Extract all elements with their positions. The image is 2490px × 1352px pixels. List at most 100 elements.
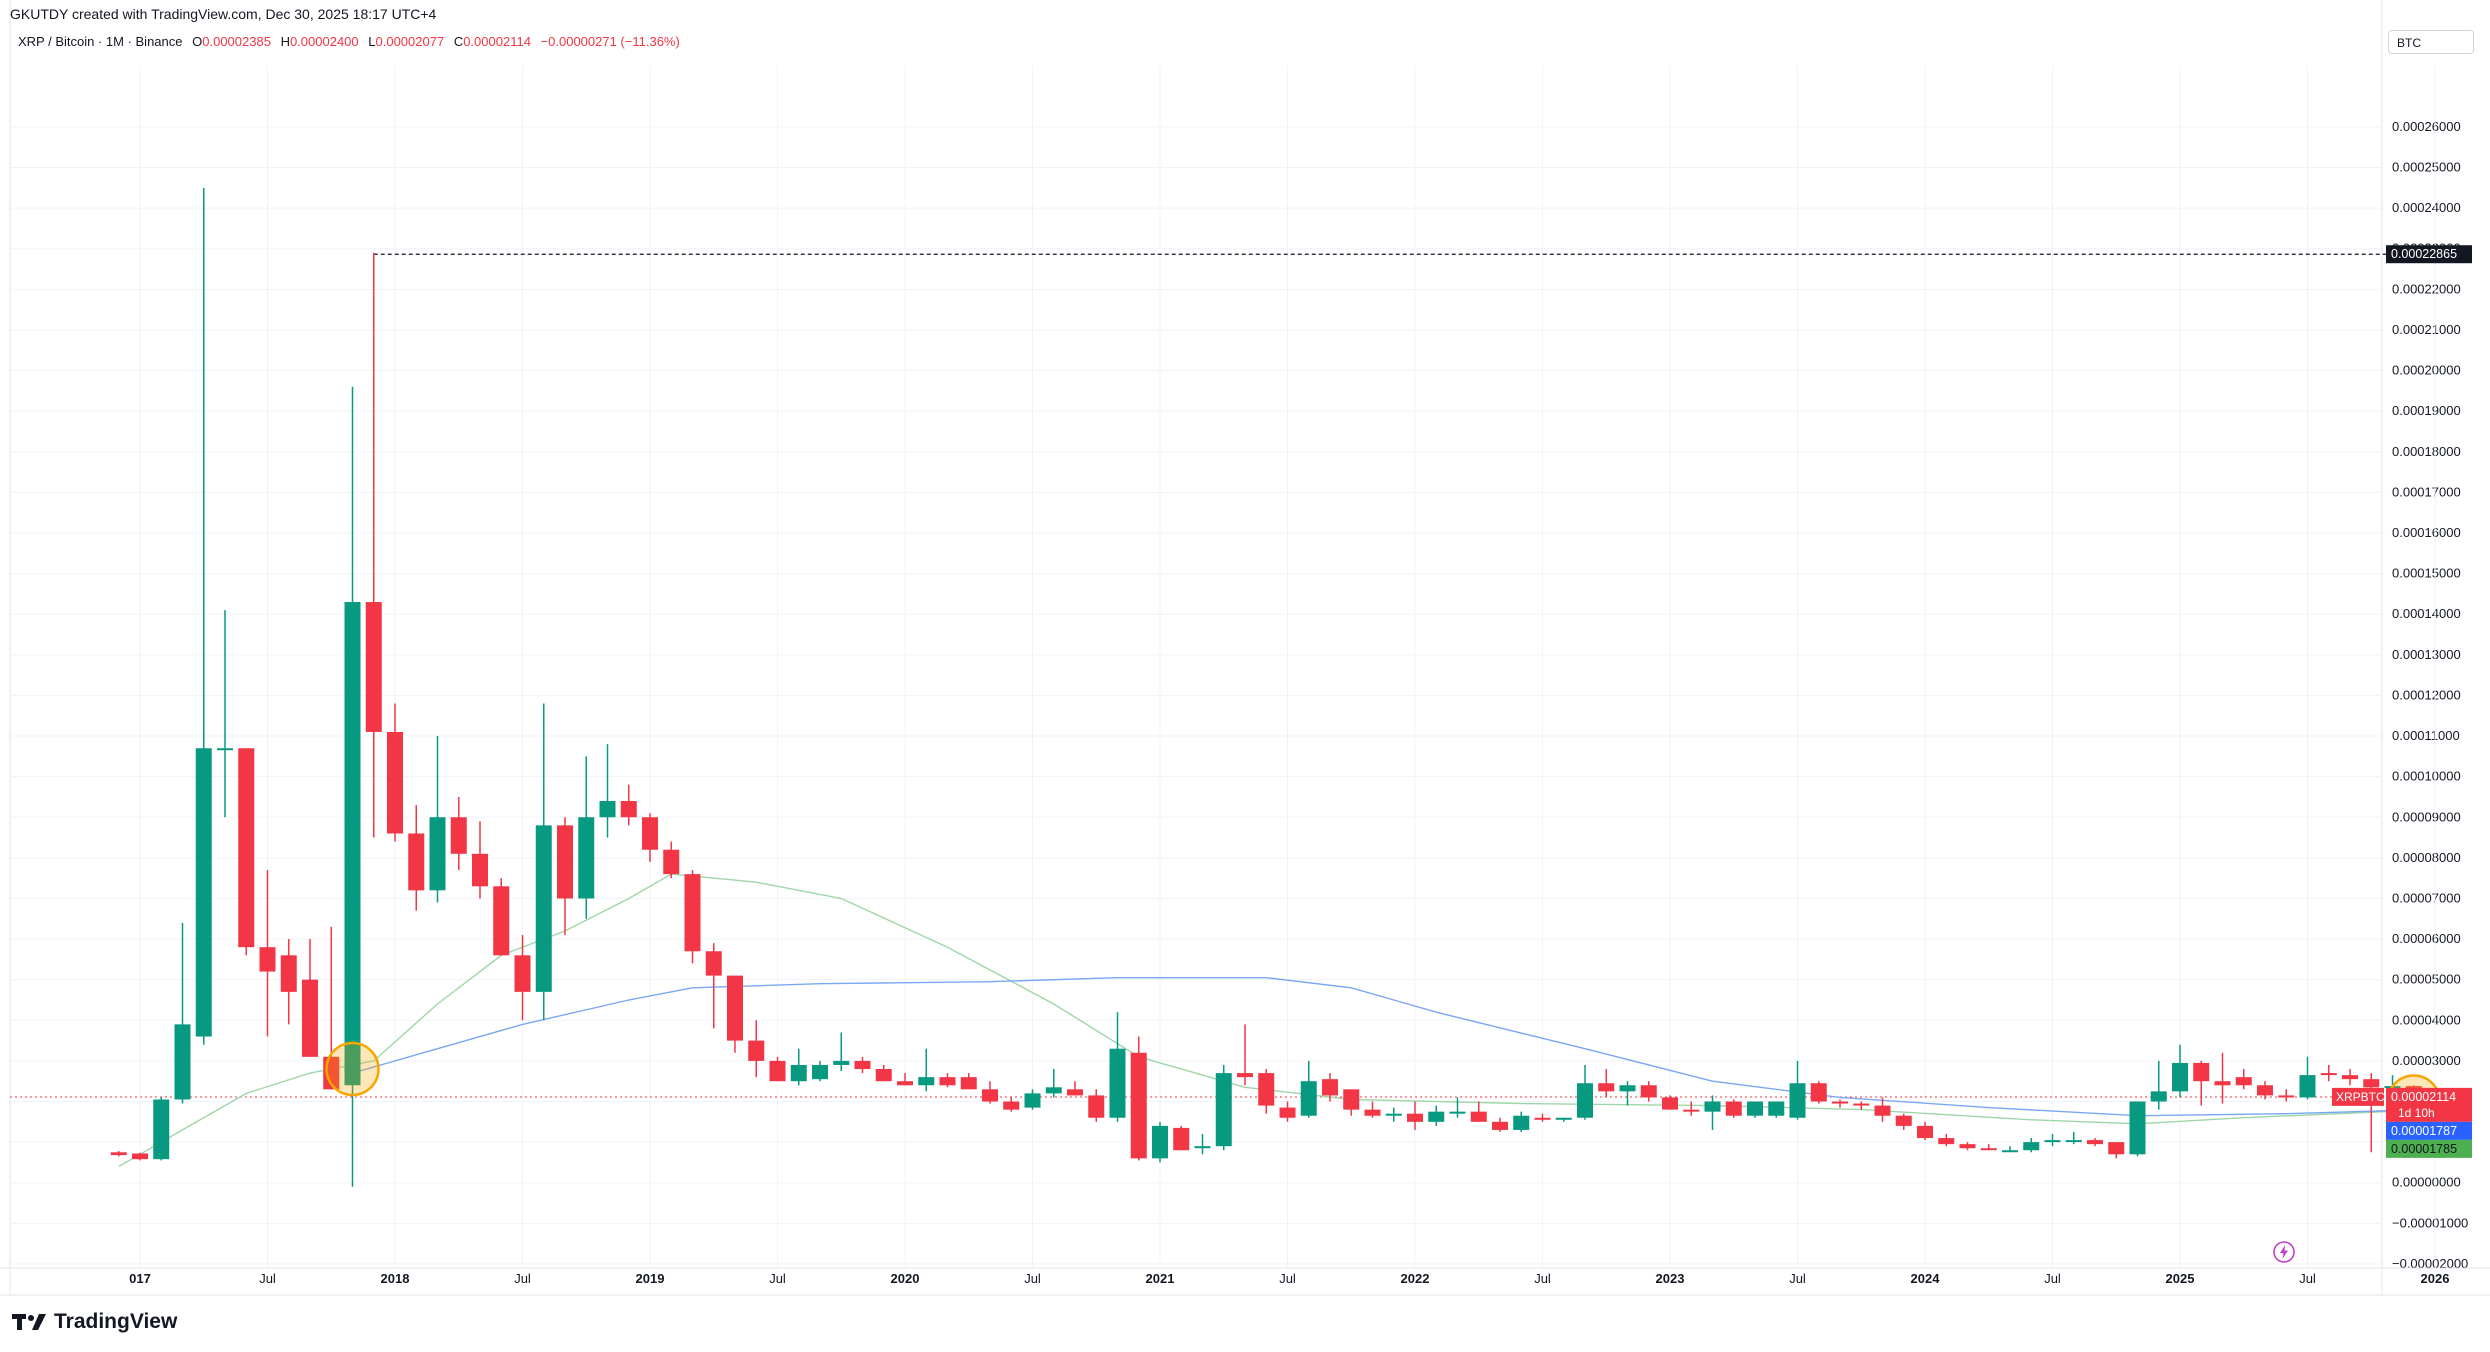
candle-body — [153, 1099, 170, 1160]
candle — [514, 935, 531, 1021]
high-label: H — [280, 34, 290, 49]
candle-body — [1704, 1101, 1721, 1112]
x-tick-label: 2022 — [1401, 1271, 1430, 1286]
x-tick-label: 2026 — [2421, 1271, 2450, 1286]
candle — [2193, 1060, 2210, 1106]
lightning-icon[interactable] — [2272, 1240, 2296, 1264]
candle — [1045, 1069, 1062, 1098]
candle — [1725, 1099, 1742, 1118]
candle-body — [1258, 1073, 1275, 1106]
candle-body — [663, 849, 680, 875]
candle-body — [1173, 1127, 1190, 1151]
x-tick-label: Jul — [259, 1271, 276, 1286]
candle — [2214, 1052, 2231, 1104]
candle-body — [1534, 1117, 1551, 1120]
candle-body — [1747, 1101, 1763, 1116]
x-tick-label: Jul — [1534, 1271, 1551, 1286]
candle-body — [2342, 1075, 2358, 1080]
candle-body — [1895, 1115, 1912, 1126]
candle-body — [599, 801, 616, 818]
candle — [1492, 1117, 1508, 1132]
x-tick-label: Jul — [1789, 1271, 1806, 1286]
indicator-price-tag — [2386, 1139, 2472, 1158]
candle — [1428, 1105, 1445, 1126]
candle-body — [493, 886, 510, 956]
candle-body — [1385, 1113, 1402, 1116]
candle — [1194, 1133, 1211, 1155]
candle-body — [2172, 1062, 2188, 1092]
candle — [1322, 1073, 1338, 1102]
candle-body — [875, 1069, 892, 1082]
symbol-name: XRP / Bitcoin · 1M · Binance — [18, 34, 183, 49]
candle — [2150, 1060, 2167, 1110]
candle — [2044, 1133, 2061, 1147]
y-tick-label: 0.00020000 — [2392, 363, 2461, 378]
candle-body — [2023, 1142, 2040, 1151]
candle — [1959, 1142, 1976, 1151]
candle — [429, 736, 446, 903]
candle — [2257, 1081, 2273, 1100]
candle — [833, 1032, 850, 1072]
candle-body — [387, 731, 403, 834]
candle — [748, 1020, 765, 1078]
candle-body — [1045, 1087, 1062, 1094]
candle-body — [2299, 1075, 2316, 1098]
candle — [939, 1073, 956, 1088]
candle-body — [918, 1077, 935, 1086]
candle-body — [642, 817, 658, 850]
currency-selector[interactable]: BTC — [2388, 30, 2474, 54]
last-price-tag — [2386, 1087, 2472, 1122]
y-tick-label: 0.00008000 — [2392, 850, 2461, 865]
candle — [2299, 1056, 2316, 1100]
candle-body — [1555, 1117, 1572, 1120]
candle-body — [1343, 1089, 1360, 1110]
y-tick-label: 0.00022000 — [2392, 281, 2461, 296]
candle — [1407, 1101, 1423, 1130]
candle-body — [1024, 1093, 1041, 1108]
tradingview-brand: TradingView — [54, 1310, 178, 1333]
x-tick-label: 2020 — [891, 1271, 920, 1286]
candle-body — [2108, 1142, 2125, 1155]
candle — [1003, 1097, 1020, 1112]
highlight-circle — [325, 1041, 380, 1097]
candle — [1895, 1113, 1912, 1130]
candle — [1300, 1060, 1317, 1118]
y-tick-label: 0.00003000 — [2392, 1053, 2461, 1068]
candle-body — [1152, 1125, 1168, 1159]
candle — [2235, 1069, 2252, 1090]
candle-body — [535, 825, 552, 992]
candle — [472, 821, 488, 899]
candle-body — [174, 1024, 191, 1100]
candle — [663, 841, 680, 879]
candle — [1449, 1097, 1466, 1118]
candle-body — [514, 955, 531, 992]
candle — [1513, 1111, 1530, 1132]
candle-body — [620, 801, 637, 818]
candle-body — [408, 833, 425, 891]
candle-body — [302, 979, 318, 1057]
candle-body — [854, 1060, 871, 1070]
candle — [1640, 1081, 1657, 1102]
candle-body — [1364, 1109, 1381, 1116]
candle — [2278, 1089, 2295, 1102]
candle-body — [1513, 1115, 1530, 1130]
candle — [2342, 1069, 2358, 1086]
candle — [110, 1151, 127, 1157]
candle — [365, 252, 382, 838]
tradingview-logo[interactable]: TradingView — [12, 1310, 177, 1334]
candle-body — [557, 825, 573, 899]
x-tick-label: 2024 — [1911, 1271, 1941, 1286]
candle-body — [1768, 1101, 1785, 1116]
y-tick-label: 0.00018000 — [2392, 444, 2461, 459]
candle-body — [812, 1064, 828, 1080]
ath-price-tag — [2386, 245, 2472, 264]
candle-body — [2320, 1073, 2337, 1076]
y-tick-label: 0.00024000 — [2392, 200, 2461, 215]
candle-body — [2193, 1062, 2210, 1082]
candle-body — [1407, 1113, 1423, 1122]
candle-body — [2363, 1079, 2380, 1088]
candle — [1258, 1069, 1275, 1114]
candle — [897, 1073, 913, 1086]
y-tick-label: 0.00004000 — [2392, 1012, 2461, 1027]
